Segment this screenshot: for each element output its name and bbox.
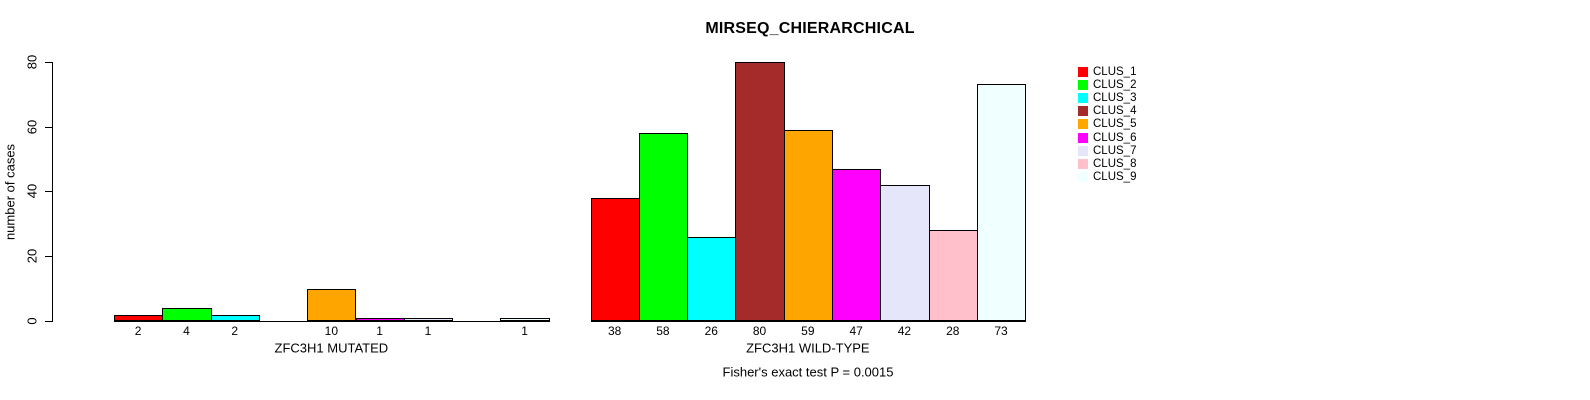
bar-value-label: 1 — [521, 324, 528, 338]
bar-value-label: 80 — [752, 324, 767, 338]
bar-clus_5 — [307, 288, 357, 321]
legend-label-clus_1: CLUS_1 — [1093, 65, 1137, 78]
legend-label-clus_9: CLUS_9 — [1093, 171, 1137, 184]
bar-clus_1 — [590, 197, 640, 321]
legend-swatch-clus_8 — [1078, 158, 1088, 169]
group-baseline — [114, 321, 550, 322]
legend-swatch-clus_7 — [1078, 145, 1088, 156]
bar-clus_2 — [162, 308, 212, 321]
y-tick-mark — [45, 126, 52, 128]
x-group-label: ZFC3H1 MUTATED — [274, 340, 389, 356]
bar-clus_9 — [500, 317, 550, 321]
y-tick-mark — [45, 321, 52, 322]
bar-clus_5 — [783, 129, 833, 321]
legend-label-clus_5: CLUS_5 — [1093, 118, 1137, 131]
bar-value-label: 2 — [134, 324, 142, 338]
legend-swatch-clus_3 — [1078, 92, 1088, 103]
legend-swatch-clus_9 — [1078, 172, 1088, 183]
bar-value-label: 1 — [424, 324, 432, 338]
bar-clus_7 — [880, 184, 930, 321]
chart-title: MIRSEQ_CHIERARCHICAL — [705, 20, 915, 37]
bar-clus_9 — [976, 84, 1027, 321]
legend-label-clus_4: CLUS_4 — [1093, 105, 1137, 118]
bar-value-label: 26 — [704, 324, 718, 338]
bar-clus_1 — [114, 314, 164, 321]
y-tick-label: 20 — [24, 248, 40, 264]
y-tick-label: 40 — [24, 184, 40, 199]
y-tick-label: 0 — [24, 317, 40, 325]
fisher-test-annotation: Fisher's exact test P = 0.0015 — [722, 364, 894, 380]
legend-label-clus_2: CLUS_2 — [1093, 78, 1137, 91]
y-tick-mark — [45, 191, 52, 193]
legend-label-clus_6: CLUS_6 — [1093, 131, 1137, 144]
x-group-label: ZFC3H1 WILD-TYPE — [746, 340, 870, 356]
legend-label-clus_3: CLUS_3 — [1093, 91, 1137, 104]
bar-clus_6 — [832, 168, 882, 321]
legend-swatch-clus_6 — [1078, 132, 1088, 143]
bar-value-label: 47 — [849, 324, 863, 338]
bar-value-label: 59 — [801, 324, 815, 338]
y-axis-title: number of cases — [2, 143, 18, 241]
bar-value-label: 28 — [946, 324, 960, 338]
bar-value-label: 38 — [607, 324, 622, 338]
group-baseline — [590, 321, 1027, 322]
bar-value-label: 73 — [994, 324, 1008, 338]
bar-clus_3 — [210, 314, 260, 321]
legend-swatch-clus_5 — [1078, 119, 1088, 130]
bar-value-label: 1 — [376, 324, 383, 338]
y-tick-label: 60 — [24, 119, 40, 134]
legend-swatch-clus_4 — [1078, 106, 1088, 117]
y-tick-mark — [45, 256, 52, 258]
bar-value-label: 58 — [656, 324, 670, 338]
y-tick-mark — [45, 61, 52, 63]
bar-clus_4 — [735, 61, 785, 321]
legend-swatch-clus_2 — [1078, 79, 1088, 90]
bar-value-label: 2 — [231, 324, 239, 338]
y-tick-label: 80 — [24, 54, 40, 69]
bar-value-label: 4 — [183, 324, 190, 338]
legend-label-clus_7: CLUS_7 — [1093, 144, 1137, 157]
bar-clus_2 — [638, 133, 689, 321]
bar-clus_7 — [403, 317, 454, 321]
bar-clus_3 — [687, 236, 737, 321]
bar-value-label: 10 — [324, 324, 339, 338]
bar-value-label: 42 — [897, 324, 912, 338]
bar-clus_8 — [928, 230, 978, 321]
legend-label-clus_8: CLUS_8 — [1093, 157, 1137, 170]
bar-clus_6 — [355, 317, 405, 321]
legend-swatch-clus_1 — [1078, 66, 1088, 77]
y-axis-line — [52, 61, 53, 322]
